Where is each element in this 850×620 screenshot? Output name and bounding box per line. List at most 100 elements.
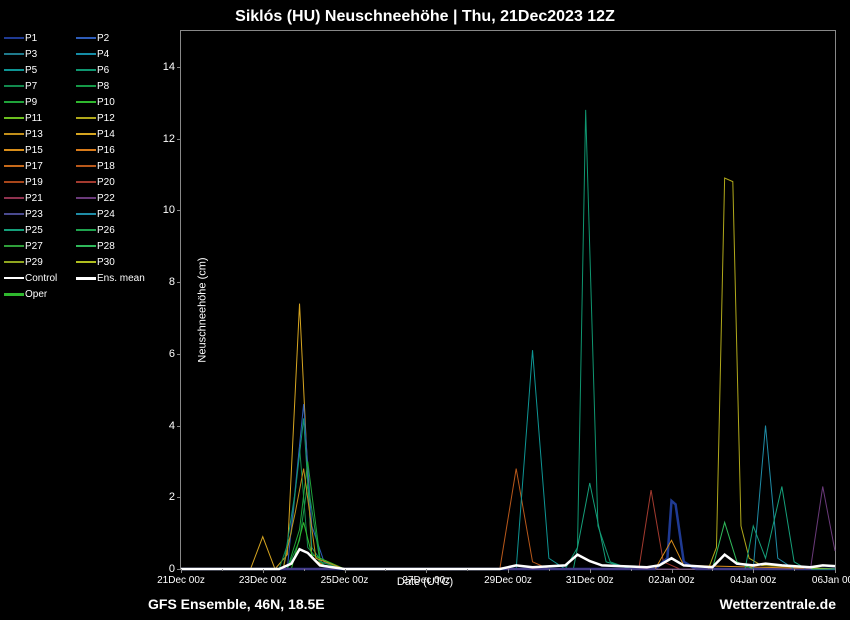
legend-item: P19 bbox=[4, 177, 66, 188]
series-line bbox=[181, 447, 835, 569]
legend-row: P1 P2 bbox=[4, 30, 144, 46]
legend-item: P13 bbox=[4, 129, 66, 140]
legend-item: Ens. mean bbox=[76, 273, 138, 284]
legend-item: P28 bbox=[76, 241, 138, 252]
legend-swatch bbox=[4, 229, 24, 231]
legend-label: P15 bbox=[25, 145, 43, 156]
legend-row: P29 P30 bbox=[4, 254, 144, 270]
legend-label: P4 bbox=[97, 49, 109, 60]
legend-row: P15 P16 bbox=[4, 142, 144, 158]
legend-label: P29 bbox=[25, 257, 43, 268]
legend-item: P27 bbox=[4, 241, 66, 252]
legend-item: P10 bbox=[76, 97, 138, 108]
legend-item: Control bbox=[4, 273, 66, 284]
x-tick-label: 06Jan 00z bbox=[812, 569, 850, 586]
legend-swatch bbox=[76, 165, 96, 167]
legend-swatch bbox=[4, 53, 24, 55]
legend-swatch bbox=[4, 117, 24, 119]
y-tick-mark bbox=[177, 139, 181, 140]
series-line bbox=[181, 501, 835, 569]
legend-swatch bbox=[76, 101, 96, 103]
series-line bbox=[181, 178, 835, 569]
legend-swatch bbox=[4, 261, 24, 263]
legend-swatch bbox=[76, 213, 96, 215]
legend-item: P30 bbox=[76, 257, 138, 268]
legend-swatch bbox=[4, 101, 24, 103]
legend-label: P13 bbox=[25, 129, 43, 140]
legend-item: P25 bbox=[4, 225, 66, 236]
legend-label: P7 bbox=[25, 81, 37, 92]
series-line bbox=[181, 487, 835, 569]
series-line bbox=[181, 461, 835, 569]
legend-swatch bbox=[4, 293, 24, 296]
legend-row: P25 P26 bbox=[4, 222, 144, 238]
chart-lines bbox=[181, 31, 835, 569]
legend-label: P6 bbox=[97, 65, 109, 76]
legend-item: P24 bbox=[76, 209, 138, 220]
legend-item: Oper bbox=[4, 289, 66, 300]
legend-swatch bbox=[4, 37, 24, 39]
legend-item: P11 bbox=[4, 113, 66, 124]
legend-item: P26 bbox=[76, 225, 138, 236]
legend-row: P7 P8 bbox=[4, 78, 144, 94]
legend-label: Control bbox=[25, 273, 57, 284]
legend-label: P18 bbox=[97, 161, 115, 172]
x-axis-label: Date (UTC) bbox=[397, 576, 453, 588]
legend-swatch bbox=[76, 133, 96, 135]
y-tick-mark bbox=[177, 67, 181, 68]
legend-item: P22 bbox=[76, 193, 138, 204]
legend-label: P16 bbox=[97, 145, 115, 156]
legend-label: Ens. mean bbox=[97, 273, 145, 284]
legend-label: P23 bbox=[25, 209, 43, 220]
legend-row: P5P6 bbox=[4, 62, 144, 78]
legend-swatch bbox=[4, 133, 24, 135]
legend-swatch bbox=[76, 197, 96, 199]
legend-label: P27 bbox=[25, 241, 43, 252]
legend-label: P8 bbox=[97, 81, 109, 92]
legend-row: P19 P20 bbox=[4, 174, 144, 190]
legend-swatch bbox=[4, 197, 24, 199]
y-tick-mark bbox=[177, 426, 181, 427]
legend-label: P3 bbox=[25, 49, 37, 60]
legend-item: P29 bbox=[4, 257, 66, 268]
legend-label: P9 bbox=[25, 97, 37, 108]
legend-label: P30 bbox=[97, 257, 115, 268]
legend-swatch bbox=[76, 69, 96, 71]
legend-label: P24 bbox=[97, 209, 115, 220]
legend-item: P18 bbox=[76, 161, 138, 172]
legend-item: P15 bbox=[4, 145, 66, 156]
legend-item: P3 bbox=[4, 49, 66, 60]
legend-item: P16 bbox=[76, 145, 138, 156]
legend-item: P2 bbox=[76, 33, 138, 44]
legend-row: P3 P4 bbox=[4, 46, 144, 62]
legend-swatch bbox=[4, 277, 24, 279]
series-line bbox=[181, 426, 835, 569]
legend-item: P21 bbox=[4, 193, 66, 204]
legend-row: P27 P28 bbox=[4, 238, 144, 254]
series-line bbox=[181, 350, 835, 569]
chart-title: Siklós (HU) Neuschneehöhe | Thu, 21Dec20… bbox=[0, 8, 850, 26]
legend-swatch bbox=[76, 85, 96, 87]
legend-item: P1 bbox=[4, 33, 66, 44]
legend-swatch bbox=[76, 277, 96, 280]
series-line bbox=[181, 522, 835, 569]
plot-area: 0246810121421Dec 00z23Dec 00z25Dec 00z27… bbox=[180, 30, 836, 570]
series-line bbox=[181, 469, 835, 569]
chart-container: Siklós (HU) Neuschneehöhe | Thu, 21Dec20… bbox=[0, 0, 850, 620]
legend-swatch bbox=[76, 37, 96, 39]
legend-row: P13 P14 bbox=[4, 126, 144, 142]
legend-swatch bbox=[4, 245, 24, 247]
legend-label: P21 bbox=[25, 193, 43, 204]
footer-credit: Wetterzentrale.de bbox=[720, 596, 836, 612]
legend-label: P14 bbox=[97, 129, 115, 140]
series-line bbox=[181, 483, 835, 569]
legend: P1P2P3P4P5P6P7P8P9P10P11P12P13P14P15P16P… bbox=[4, 30, 144, 302]
legend-label: P11 bbox=[25, 113, 42, 124]
series-line bbox=[181, 487, 835, 569]
legend-item: P6 bbox=[76, 65, 138, 76]
legend-item: P20 bbox=[76, 177, 138, 188]
series-line bbox=[181, 404, 835, 569]
legend-item: P17 bbox=[4, 161, 66, 172]
legend-swatch bbox=[76, 245, 96, 247]
legend-swatch bbox=[76, 149, 96, 151]
